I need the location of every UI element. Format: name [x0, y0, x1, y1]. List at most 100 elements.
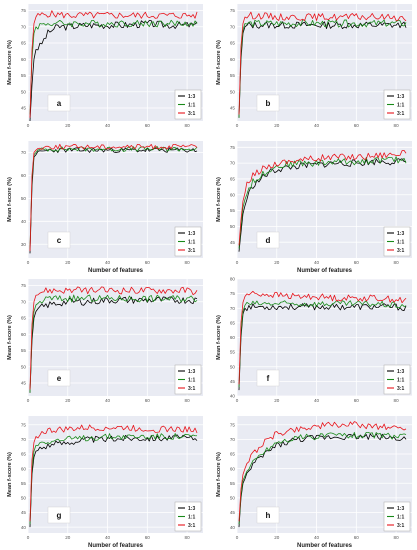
y-tick-label: 50	[230, 89, 236, 94]
y-tick-label: 40	[21, 525, 27, 530]
x-axis-label: Number of features	[297, 543, 353, 549]
legend-label: 1:1	[188, 102, 195, 108]
legend-label: 1:3	[397, 94, 404, 100]
y-tick-label: 60	[21, 466, 27, 471]
y-tick-label: 75	[21, 422, 27, 427]
series-line-1-1	[29, 294, 198, 393]
y-tick-label: 55	[230, 208, 236, 213]
y-tick-label: 70	[230, 24, 236, 29]
y-axis-label: Mean f-score (%)	[216, 452, 222, 497]
chart-panel-c: 0 20 40 60 80 30 40 50 60 70 Mean f-score (%) Numbe…	[7, 141, 203, 274]
x-tick-label: 60	[354, 260, 360, 265]
y-tick-label: 75	[230, 8, 236, 13]
x-tick-label: 80	[394, 123, 400, 128]
legend-label: 1:1	[188, 239, 195, 245]
y-tick-label: 75	[21, 8, 27, 13]
x-tick-label: 20	[274, 535, 280, 540]
x-tick-label: 20	[274, 123, 280, 128]
y-tick-label: 70	[230, 161, 236, 166]
x-tick-label: 60	[354, 123, 360, 128]
x-tick-label: 20	[65, 260, 71, 265]
series-line-1-3	[238, 433, 407, 528]
y-tick-label: 50	[230, 364, 236, 369]
legend-label: 1:3	[397, 506, 404, 512]
y-tick-label: 55	[230, 73, 236, 78]
y-tick-label: 75	[230, 422, 236, 427]
y-tick-label: 65	[230, 41, 236, 46]
legend-label: 1:1	[188, 377, 195, 383]
series-line-1-3	[238, 21, 407, 118]
y-tick-label: 75	[21, 283, 27, 288]
series-line-1-3	[238, 303, 407, 391]
series-line-1-3	[29, 20, 198, 122]
x-tick-label: 0	[27, 123, 30, 128]
y-tick-label: 60	[21, 332, 27, 337]
chart-panel-h: 0 20 40 60 80 40 45 50 55 60 65 70 75 Mean f-score (%…	[216, 416, 412, 549]
series-line-3-1	[29, 286, 198, 390]
panel-letter-box	[47, 506, 71, 524]
x-axis-label: Number of features	[88, 268, 144, 274]
y-tick-label: 70	[21, 299, 27, 304]
series-line-1-1	[238, 300, 407, 388]
y-tick-label: 45	[230, 510, 236, 515]
legend-label: 3:1	[397, 111, 404, 117]
y-tick-label: 30	[21, 242, 27, 247]
series-line-1-1	[238, 431, 407, 525]
series-line-3-1	[238, 421, 407, 522]
y-tick-label: 45	[230, 106, 236, 111]
y-tick-label: 40	[230, 394, 236, 399]
x-tick-label: 0	[27, 535, 30, 540]
legend-label: 1:3	[188, 369, 195, 375]
y-tick-label: 55	[230, 481, 236, 486]
x-tick-label: 60	[145, 123, 151, 128]
x-tick-label: 40	[314, 260, 320, 265]
y-tick-label: 55	[21, 481, 27, 486]
y-tick-label: 65	[21, 316, 27, 321]
x-tick-label: 0	[236, 123, 239, 128]
y-tick-label: 45	[21, 106, 27, 111]
chart-panel-f: 0 20 40 60 80 40 45 50 55 60 65 70 75 80 Mean f-score …	[216, 277, 412, 403]
legend-label: 1:3	[188, 231, 195, 237]
series-line-3-1	[29, 10, 198, 118]
y-tick-label: 40	[230, 525, 236, 530]
legend-label: 1:1	[397, 514, 404, 520]
series-line-3-1	[238, 290, 407, 385]
legend-label: 1:1	[397, 102, 404, 108]
legend-label: 3:1	[397, 248, 404, 254]
legend-label: 1:3	[188, 506, 195, 512]
series-line-3-1	[29, 143, 198, 252]
panel-letter-box	[47, 231, 71, 249]
x-tick-label: 0	[236, 260, 239, 265]
legend-label: 1:3	[397, 369, 404, 375]
x-tick-label: 40	[314, 535, 320, 540]
y-tick-label: 70	[21, 24, 27, 29]
legend-label: 3:1	[188, 248, 195, 254]
series-line-1-3	[29, 147, 198, 254]
chart-panel-e: 0 20 40 60 80 45 50 55 60 65 70 75 Mean f-score (%) e…	[7, 279, 203, 403]
y-tick-label: 80	[230, 277, 236, 282]
y-tick-label: 50	[21, 89, 27, 94]
y-axis-label: Mean f-score (%)	[216, 315, 222, 360]
y-tick-label: 45	[21, 381, 27, 386]
panel-letter-box	[256, 231, 280, 249]
legend-label: 3:1	[397, 386, 404, 392]
y-tick-label: 60	[230, 192, 236, 197]
x-tick-label: 20	[65, 398, 71, 403]
x-tick-label: 80	[185, 123, 191, 128]
series-line-1-1	[238, 19, 407, 118]
y-tick-label: 50	[230, 496, 236, 501]
chart-panel-g: 0 20 40 60 80 40 45 50 55 60 65 70 75 Mean f-score (%…	[7, 416, 203, 549]
y-axis-label: Mean f-score (%)	[7, 315, 13, 360]
legend-label: 3:1	[188, 111, 195, 117]
panel-letter: a	[57, 99, 62, 108]
series-line-3-1	[238, 149, 407, 246]
panel-letter-box	[47, 94, 71, 112]
x-tick-label: 60	[354, 398, 360, 403]
x-tick-label: 20	[65, 123, 71, 128]
y-tick-label: 55	[21, 348, 27, 353]
series-line-1-3	[29, 296, 198, 393]
panel-letter-box	[256, 369, 280, 387]
series-line-1-3	[29, 434, 198, 528]
x-tick-label: 0	[236, 398, 239, 403]
x-tick-label: 40	[314, 123, 320, 128]
